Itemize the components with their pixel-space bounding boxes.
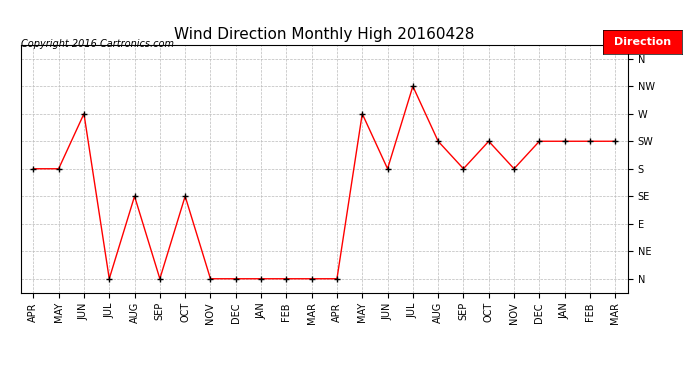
Text: Direction: Direction [614,37,671,47]
Text: Copyright 2016 Cartronics.com: Copyright 2016 Cartronics.com [21,39,174,50]
Title: Wind Direction Monthly High 20160428: Wind Direction Monthly High 20160428 [174,27,475,42]
